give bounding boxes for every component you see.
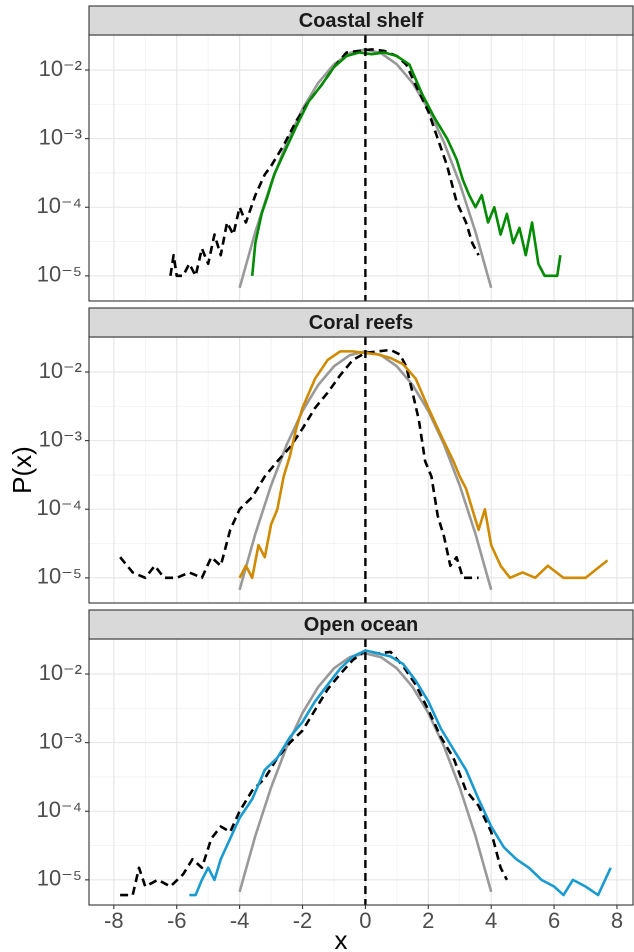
data-line <box>120 649 509 897</box>
x-tick-label: 8 <box>611 908 623 933</box>
y-tick-label: 10⁻² <box>39 56 82 81</box>
data-line <box>119 348 479 580</box>
panel-background <box>89 35 633 301</box>
y-tick-label: 10⁻⁴ <box>36 193 82 218</box>
x-axis-title: x <box>335 925 348 952</box>
y-tick-label: 10⁻² <box>39 660 82 685</box>
y-tick-label: 10⁻⁵ <box>37 564 82 589</box>
y-tick-label: 10⁻³ <box>39 426 82 451</box>
data-line <box>238 350 609 580</box>
strip-title: Coral reefs <box>309 312 414 334</box>
x-tick-label: 0 <box>359 908 371 933</box>
x-tick-label: -6 <box>167 908 187 933</box>
strip-title: Open ocean <box>304 614 418 636</box>
panel-background <box>89 337 633 603</box>
y-axis-title: P(x) <box>7 446 37 494</box>
y-tick-label: 10⁻² <box>39 358 82 383</box>
panel-background <box>89 639 633 905</box>
data-line <box>169 48 480 278</box>
x-tick-label: 6 <box>548 908 560 933</box>
y-tick-label: 10⁻⁴ <box>36 797 82 822</box>
strip <box>88 5 634 36</box>
strip <box>88 609 634 640</box>
x-tick-label: -2 <box>293 908 313 933</box>
strip <box>88 307 634 338</box>
y-tick-label: 10⁻³ <box>39 124 82 149</box>
data-line <box>189 649 612 897</box>
y-tick-label: 10⁻⁴ <box>36 495 82 520</box>
x-tick-label: 4 <box>485 908 497 933</box>
x-tick-label: -8 <box>104 908 124 933</box>
data-line <box>250 51 562 278</box>
strip-title: Coastal shelf <box>299 10 424 32</box>
y-tick-label: 10⁻⁵ <box>37 866 82 891</box>
x-tick-label: 2 <box>422 908 434 933</box>
y-tick-label: 10⁻⁵ <box>37 262 82 287</box>
x-tick-label: -4 <box>230 908 250 933</box>
y-tick-label: 10⁻³ <box>39 728 82 753</box>
